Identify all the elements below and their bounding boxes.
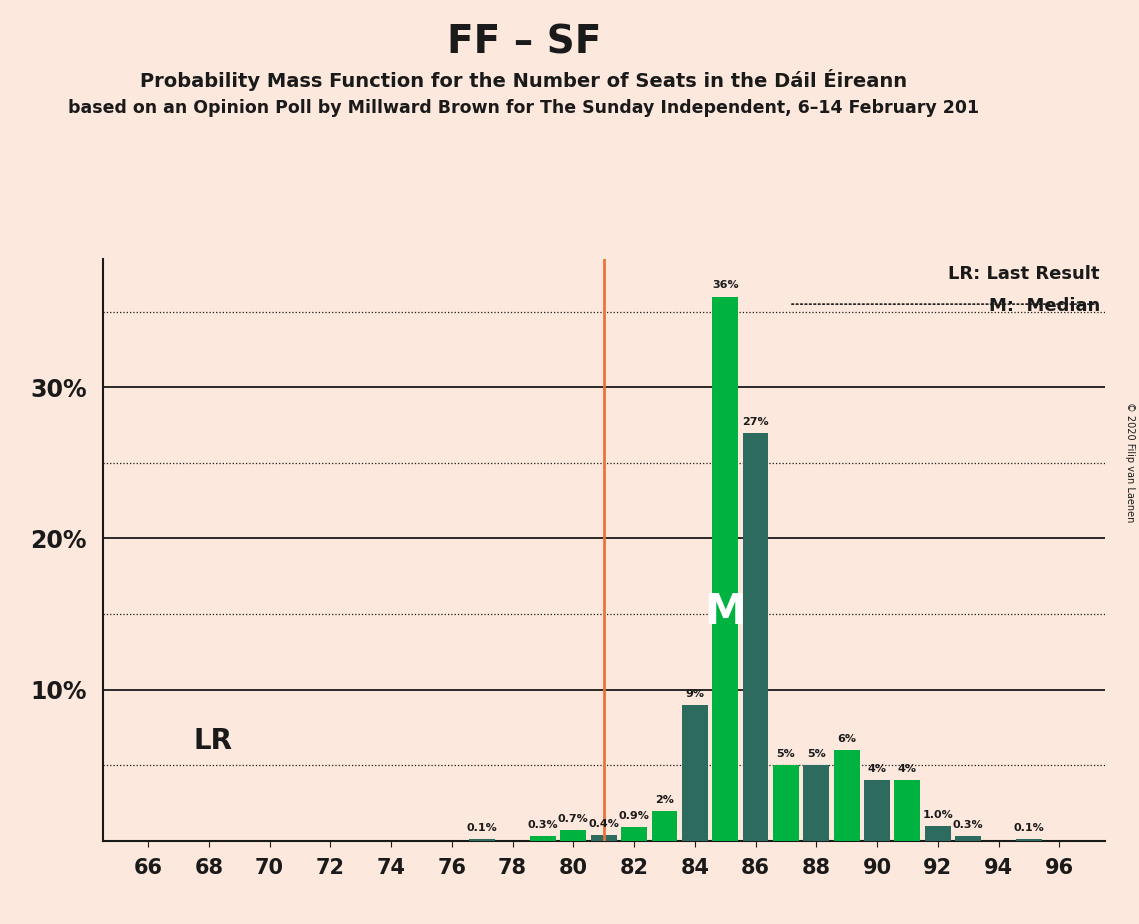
Text: LR: Last Result: LR: Last Result [949, 264, 1100, 283]
Text: 9%: 9% [686, 688, 704, 699]
Text: M:  Median: M: Median [989, 297, 1100, 314]
Text: 0.9%: 0.9% [618, 811, 649, 821]
Text: 2%: 2% [655, 795, 674, 805]
Text: 27%: 27% [743, 417, 769, 427]
Bar [956, 836, 981, 841]
Text: 36%: 36% [712, 281, 738, 290]
Bar [773, 765, 798, 841]
Text: 4%: 4% [898, 764, 917, 774]
Text: 1.0%: 1.0% [923, 809, 953, 820]
Text: 0.3%: 0.3% [953, 821, 983, 831]
Bar [469, 839, 495, 841]
Text: 4%: 4% [868, 764, 886, 774]
Text: 0.1%: 0.1% [1014, 823, 1044, 833]
Text: M: M [704, 591, 746, 633]
Bar [1016, 839, 1042, 841]
Bar [743, 432, 769, 841]
Bar [560, 831, 587, 841]
Text: 0.4%: 0.4% [588, 819, 620, 829]
Text: FF – SF: FF – SF [446, 23, 601, 61]
Text: based on an Opinion Poll by Millward Brown for The Sunday Independent, 6–14 Febr: based on an Opinion Poll by Millward Bro… [68, 99, 980, 116]
Bar [894, 781, 920, 841]
Text: 5%: 5% [806, 749, 826, 760]
Bar [834, 750, 860, 841]
Bar [530, 836, 556, 841]
Bar [591, 834, 616, 841]
Bar [621, 827, 647, 841]
Bar [712, 297, 738, 841]
Bar [803, 765, 829, 841]
Text: 5%: 5% [777, 749, 795, 760]
Bar [652, 810, 678, 841]
Text: 0.3%: 0.3% [527, 821, 558, 831]
Text: 0.7%: 0.7% [558, 814, 589, 824]
Text: 0.1%: 0.1% [467, 823, 498, 833]
Bar [925, 826, 951, 841]
Text: LR: LR [194, 726, 232, 755]
Bar [865, 781, 890, 841]
Text: 6%: 6% [837, 734, 857, 744]
Text: Probability Mass Function for the Number of Seats in the Dáil Éireann: Probability Mass Function for the Number… [140, 69, 908, 91]
Bar [682, 705, 707, 841]
Text: © 2020 Filip van Laenen: © 2020 Filip van Laenen [1125, 402, 1134, 522]
